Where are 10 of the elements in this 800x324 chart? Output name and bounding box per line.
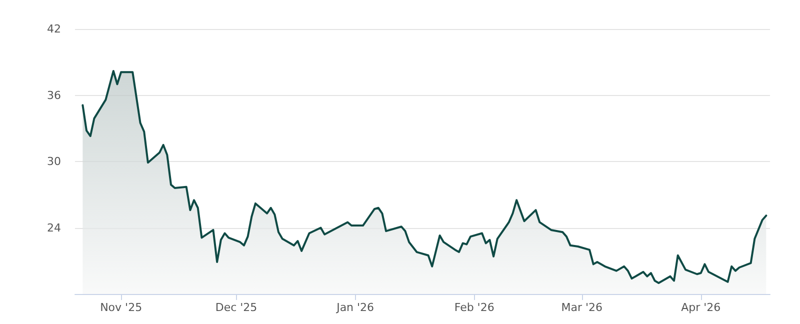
y-tick-label: 42 (47, 22, 61, 36)
y-tick-label: 36 (47, 88, 61, 102)
x-tick-label: Nov '25 (100, 301, 142, 314)
x-tick-label: Jan '26 (336, 301, 374, 314)
y-tick-label: 30 (47, 155, 61, 168)
x-tick-label: Feb '26 (454, 301, 494, 314)
x-tick-label: Mar '26 (561, 301, 602, 314)
x-tick-label: Dec '25 (215, 301, 258, 314)
y-tick-label: 24 (47, 221, 61, 234)
x-tick-label: Apr '26 (681, 301, 721, 314)
